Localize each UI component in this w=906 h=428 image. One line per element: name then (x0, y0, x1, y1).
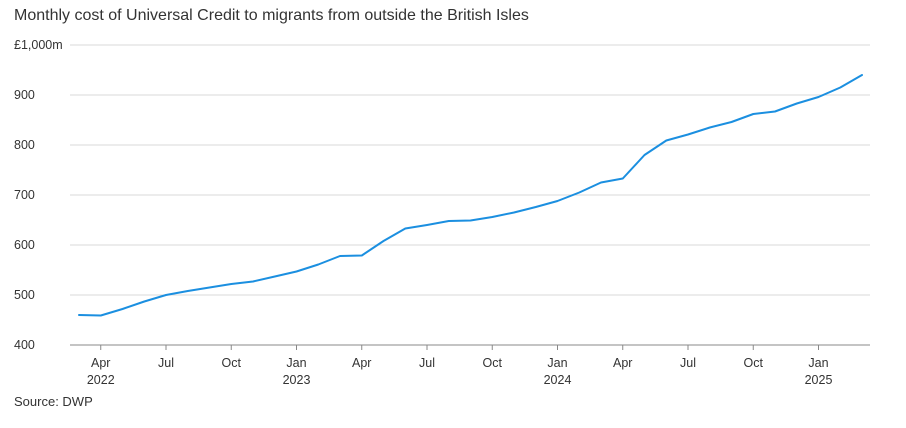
x-tick-label: Apr (613, 356, 632, 370)
x-tick-label: Jul (680, 356, 696, 370)
grid-lines (70, 44, 870, 296)
chart-title: Monthly cost of Universal Credit to migr… (14, 7, 529, 24)
x-tick-label: Jan (547, 356, 567, 370)
x-tick-label: Jan (808, 356, 828, 370)
y-tick-label: 400 (14, 338, 35, 352)
x-year-label: 2023 (283, 373, 311, 387)
series-layer (78, 74, 863, 317)
y-tick-label: 800 (14, 138, 35, 152)
source-note: Source: DWP (14, 394, 93, 409)
x-year-label: 2024 (544, 373, 572, 387)
x-year-label: 2022 (87, 373, 115, 387)
top-rule (0, 0, 906, 1)
series-line (78, 74, 863, 317)
x-tick-label: Jul (419, 356, 435, 370)
y-tick-label: £1,000m (14, 38, 63, 52)
x-axis-labels: Apr 2022 Jul Oct Jan 2023 Apr Jul Oct Jan 2024 Apr J… (87, 356, 833, 387)
y-tick-label: 600 (14, 238, 35, 252)
x-tick-label: Oct (222, 356, 242, 370)
y-tick-label: 500 (14, 288, 35, 302)
y-axis-labels: 400 500 600 700 800 900 £1,000m (14, 38, 63, 352)
x-year-label: 2025 (805, 373, 833, 387)
x-axis (70, 344, 870, 350)
x-tick-label: Oct (483, 356, 503, 370)
x-tick-label: Jan (286, 356, 306, 370)
x-tick-label: Apr (352, 356, 371, 370)
x-tick-label: Jul (158, 356, 174, 370)
x-tick-label: Oct (744, 356, 764, 370)
x-tick-label: Apr (91, 356, 110, 370)
y-tick-label: 900 (14, 88, 35, 102)
y-tick-label: 700 (14, 188, 35, 202)
